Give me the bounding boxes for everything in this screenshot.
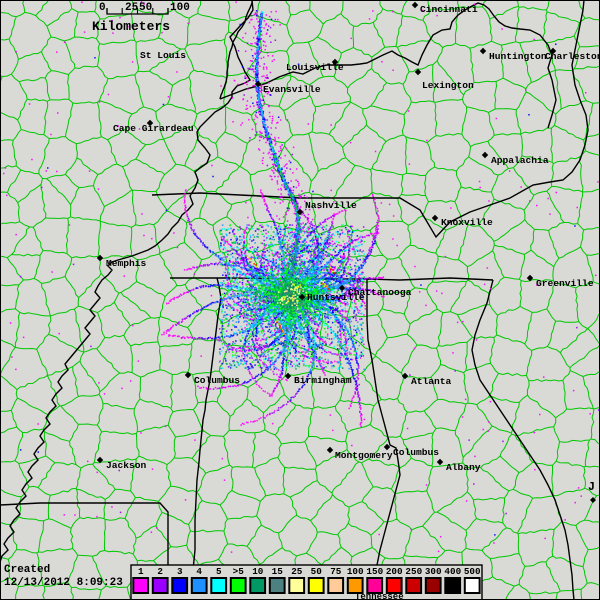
svg-text:Evansville: Evansville — [263, 84, 321, 95]
svg-text:25: 25 — [291, 566, 303, 577]
svg-text:300: 300 — [425, 566, 442, 577]
svg-text:Birmingham: Birmingham — [294, 375, 352, 386]
svg-text:Atlanta: Atlanta — [411, 376, 452, 387]
svg-text:Albany: Albany — [446, 462, 481, 473]
svg-text:Appalachia: Appalachia — [491, 155, 549, 166]
svg-text:200: 200 — [386, 566, 403, 577]
svg-text:Huntington: Huntington — [489, 51, 547, 62]
svg-text:250: 250 — [405, 566, 422, 577]
svg-text:0: 0 — [99, 2, 106, 14]
svg-text:Nashville: Nashville — [305, 200, 357, 211]
svg-text:2: 2 — [157, 566, 163, 577]
svg-text:Tennessee: Tennessee — [355, 592, 404, 600]
svg-text:Columbus: Columbus — [393, 447, 439, 458]
svg-text:St Louis: St Louis — [140, 50, 186, 61]
svg-text:Kilometers: Kilometers — [92, 19, 170, 34]
svg-text:4: 4 — [196, 566, 202, 577]
svg-text:J: J — [588, 481, 595, 494]
svg-text:100: 100 — [170, 2, 190, 14]
svg-text:500: 500 — [464, 566, 481, 577]
svg-text:150: 150 — [366, 566, 383, 577]
svg-text:10: 10 — [252, 566, 264, 577]
svg-text:Lexington: Lexington — [422, 80, 474, 91]
svg-text:3: 3 — [177, 566, 183, 577]
svg-text:75: 75 — [330, 566, 342, 577]
svg-text:Memphis: Memphis — [106, 258, 147, 269]
svg-text:Charleston: Charleston — [545, 51, 600, 62]
svg-text:25: 25 — [125, 2, 139, 14]
svg-text:1: 1 — [138, 566, 144, 577]
svg-text:Cape Girardeau: Cape Girardeau — [113, 123, 194, 134]
svg-text:Knoxville: Knoxville — [441, 217, 493, 228]
svg-text:Columbus: Columbus — [194, 375, 240, 386]
svg-text:50: 50 — [311, 566, 323, 577]
svg-text:Greenville: Greenville — [536, 278, 594, 289]
svg-text:Huntsville: Huntsville — [307, 292, 365, 303]
svg-text:Cincinnati: Cincinnati — [420, 4, 478, 15]
svg-text:400: 400 — [444, 566, 461, 577]
svg-text:12/13/2012 8:09:23: 12/13/2012 8:09:23 — [4, 577, 123, 589]
svg-text:5: 5 — [216, 566, 222, 577]
svg-text:Montgomery: Montgomery — [335, 450, 393, 461]
svg-text:Jackson: Jackson — [106, 460, 147, 471]
svg-text:Created: Created — [4, 564, 50, 576]
svg-text:15: 15 — [272, 566, 284, 577]
svg-text:50: 50 — [139, 2, 152, 14]
svg-text:100: 100 — [347, 566, 364, 577]
svg-text:>5: >5 — [233, 566, 245, 577]
svg-text:Louisville: Louisville — [286, 62, 344, 73]
